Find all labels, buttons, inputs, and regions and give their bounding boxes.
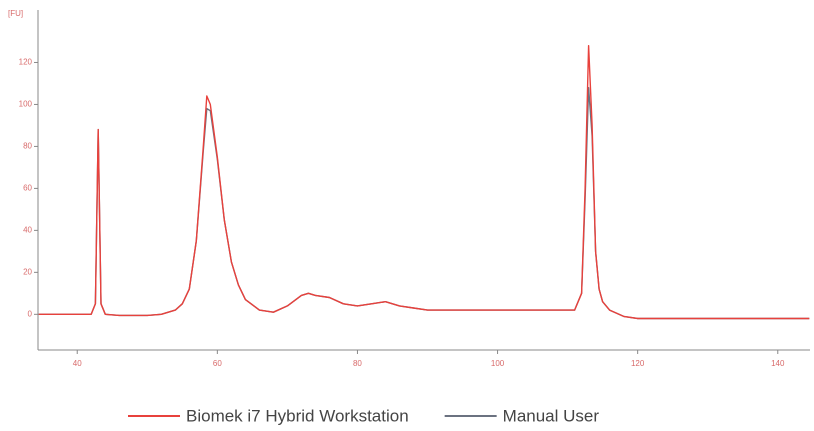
y-tick-label: 20	[23, 267, 32, 276]
x-tick-label: 60	[213, 359, 222, 368]
x-tick-label: 140	[771, 359, 785, 368]
series-line	[38, 87, 810, 320]
y-tick-label: 80	[23, 142, 32, 151]
legend-label: Biomek i7 Hybrid Workstation	[186, 406, 409, 425]
legend-label: Manual User	[503, 406, 600, 425]
y-axis-label: [FU]	[8, 9, 23, 18]
x-tick-label: 100	[491, 359, 505, 368]
y-tick-label: 100	[19, 100, 33, 109]
y-tick-label: 60	[23, 184, 32, 193]
x-tick-label: 40	[73, 359, 82, 368]
y-tick-label: 120	[19, 58, 33, 67]
x-tick-label: 80	[353, 359, 362, 368]
x-tick-label: 120	[631, 359, 645, 368]
y-tick-label: 0	[28, 309, 33, 318]
series-line	[38, 45, 810, 320]
y-tick-label: 40	[23, 225, 32, 234]
